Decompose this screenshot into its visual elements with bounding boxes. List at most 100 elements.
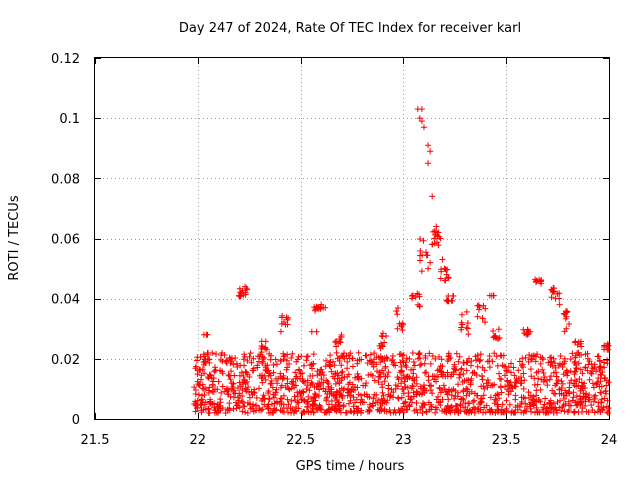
data-point (507, 369, 514, 376)
data-point (500, 352, 507, 359)
data-point (371, 356, 378, 363)
data-point (354, 374, 361, 381)
data-point (498, 376, 505, 383)
data-point (458, 396, 465, 403)
data-point (272, 375, 279, 382)
data-point (274, 380, 281, 387)
data-point (261, 354, 268, 361)
data-point (313, 303, 320, 310)
data-point (225, 391, 232, 398)
data-point (510, 409, 517, 416)
data-point (259, 356, 266, 363)
data-point (415, 355, 422, 362)
data-point (474, 405, 481, 412)
data-point (512, 392, 519, 399)
data-point (541, 401, 548, 408)
data-point (512, 383, 519, 390)
data-point (508, 360, 515, 367)
data-point (409, 295, 416, 302)
data-point (325, 380, 332, 387)
data-point (227, 376, 234, 383)
data-point (327, 358, 334, 365)
data-point (232, 355, 239, 362)
data-point (410, 370, 417, 377)
data-point (429, 352, 436, 359)
y-axis-tick-labels: 0 0.02 0.04 0.06 0.08 0.1 0.12 (51, 52, 80, 428)
data-point (549, 387, 556, 394)
data-point (436, 384, 443, 391)
data-point (428, 382, 435, 389)
data-point (409, 350, 416, 357)
data-point (577, 396, 584, 403)
data-point (205, 387, 212, 394)
grid-lines (95, 58, 609, 419)
data-point (420, 382, 427, 389)
data-point (406, 401, 413, 408)
data-point (581, 380, 588, 387)
data-point (421, 360, 428, 367)
data-point (413, 374, 420, 381)
data-point (418, 118, 425, 125)
data-point (333, 338, 340, 345)
data-point (271, 407, 278, 414)
data-point (382, 363, 389, 370)
data-point (545, 359, 552, 366)
data-point (288, 378, 295, 385)
y-tick-label: 0.1 (59, 112, 80, 127)
data-point (542, 395, 549, 402)
data-point (602, 388, 609, 395)
data-point (400, 321, 407, 328)
data-point (371, 391, 378, 398)
data-point (293, 358, 300, 365)
data-point (241, 362, 248, 369)
data-point (560, 371, 567, 378)
data-point (284, 316, 291, 323)
data-point (193, 363, 200, 370)
data-point (287, 405, 294, 412)
data-point (399, 327, 406, 334)
data-point (389, 356, 396, 363)
data-point (363, 391, 370, 398)
data-point (251, 390, 258, 397)
data-point (425, 399, 432, 406)
data-point (323, 397, 330, 404)
data-point (349, 363, 356, 370)
data-point (566, 321, 573, 328)
data-point (494, 362, 501, 369)
y-axis-label: ROTI / TECUs (7, 195, 22, 280)
data-point (553, 373, 560, 380)
data-point (468, 358, 475, 365)
data-point (366, 394, 373, 401)
data-point (531, 409, 538, 416)
data-point (582, 364, 589, 371)
data-point (589, 407, 596, 414)
data-point (288, 409, 295, 416)
data-point (467, 381, 474, 388)
data-point (428, 403, 435, 410)
data-point (331, 362, 338, 369)
data-point (239, 386, 246, 393)
data-point (598, 372, 605, 379)
data-point (470, 404, 477, 411)
data-point (445, 298, 452, 305)
data-point (441, 265, 448, 272)
x-tick-label: 23 (395, 433, 412, 448)
data-point (371, 377, 378, 384)
data-point (334, 355, 341, 362)
data-point (328, 368, 335, 375)
data-point (577, 366, 584, 373)
data-point (268, 380, 275, 387)
data-point (584, 367, 591, 374)
data-point (315, 392, 322, 399)
data-point (518, 409, 525, 416)
data-point (338, 333, 345, 340)
data-point (536, 277, 543, 284)
data-point (422, 249, 429, 256)
data-point (495, 335, 502, 342)
data-point (528, 373, 535, 380)
data-point (395, 395, 402, 402)
data-point (265, 367, 272, 374)
data-point (323, 357, 330, 364)
data-point (539, 406, 546, 413)
data-point (541, 373, 548, 380)
